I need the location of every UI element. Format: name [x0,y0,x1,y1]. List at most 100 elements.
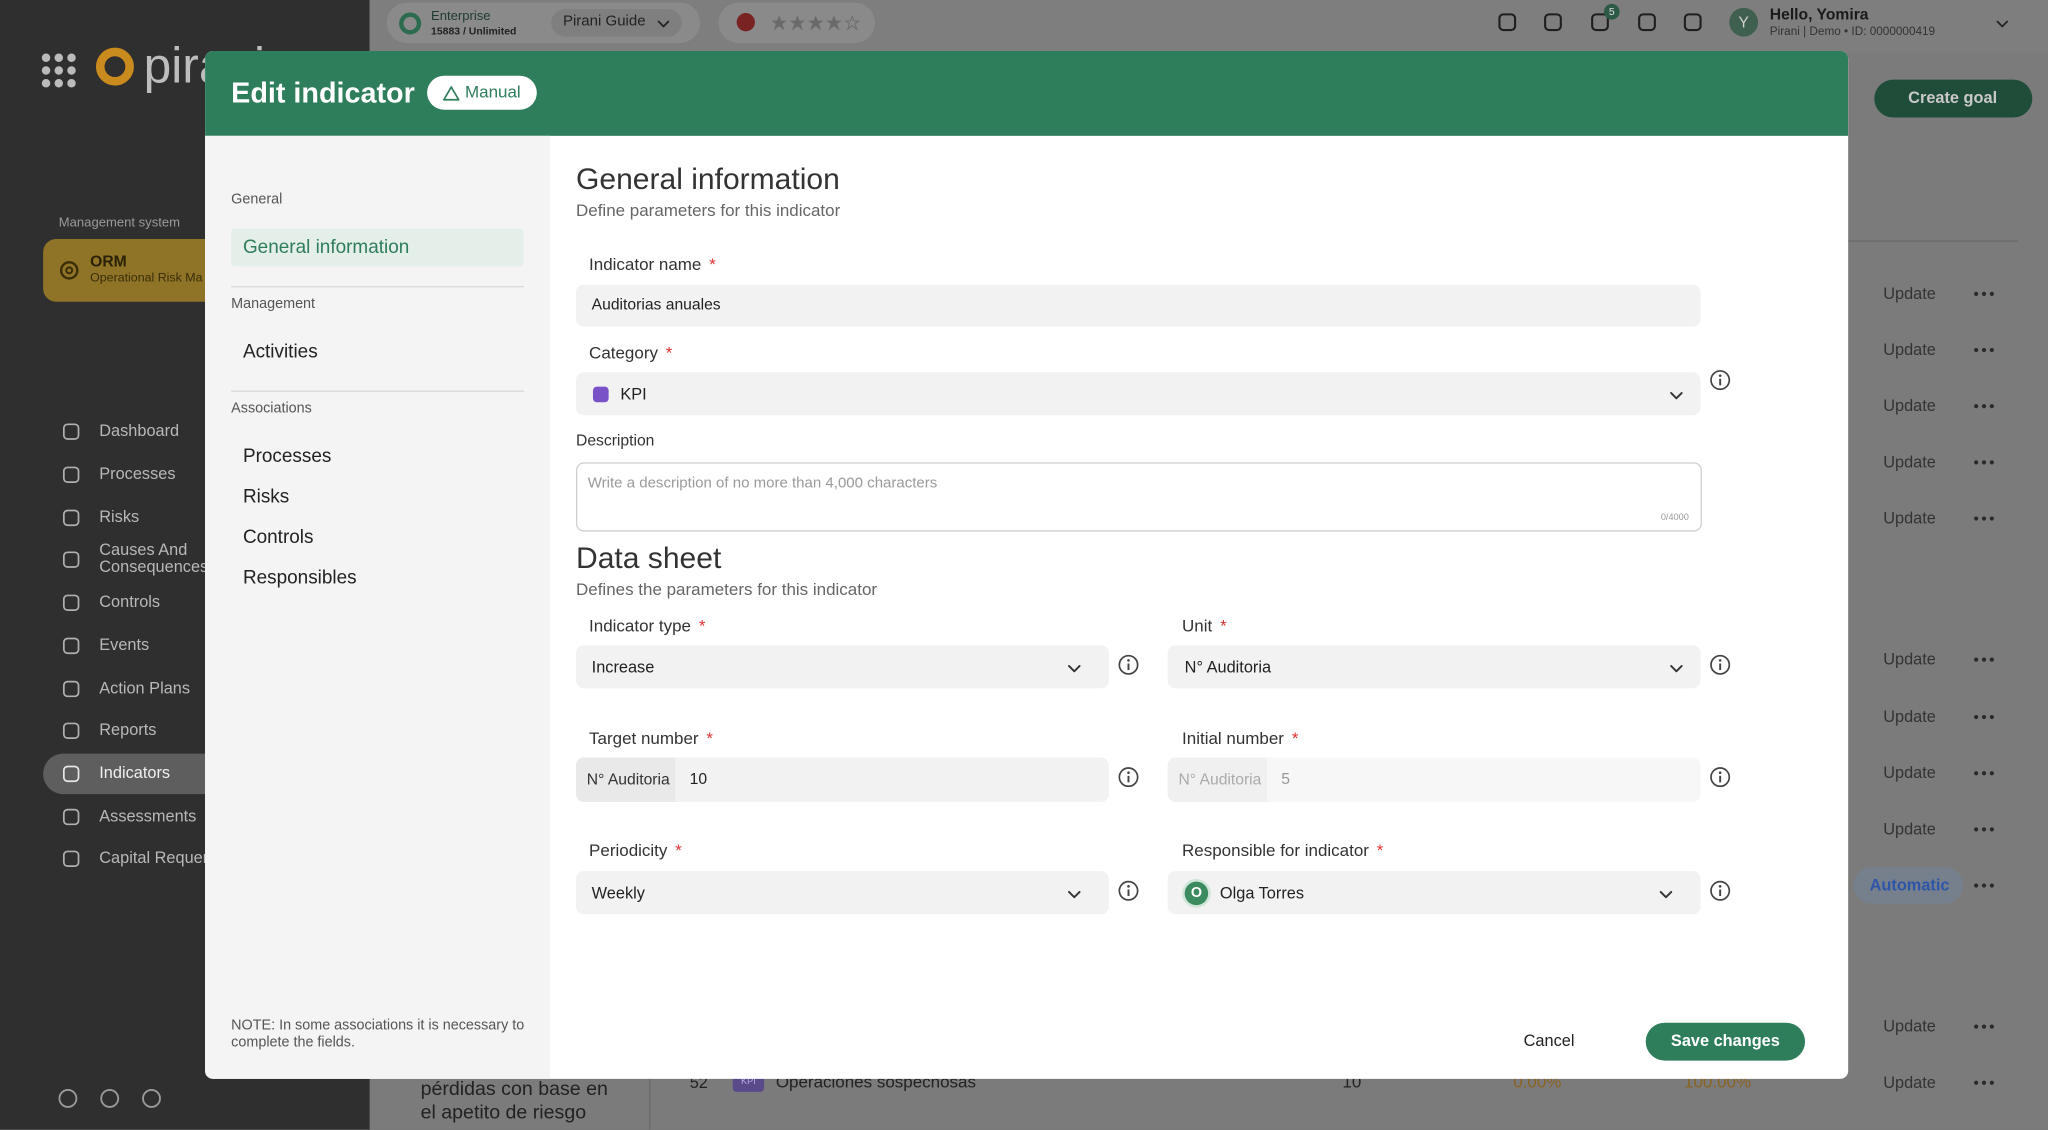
row-menu[interactable] [1974,452,1995,473]
save-label[interactable]: Save changes [1670,1031,1780,1050]
row-menu[interactable] [1974,1016,1995,1037]
info-icon[interactable] [1710,654,1731,675]
category-select[interactable] [575,372,1701,416]
row-menu[interactable] [1974,1072,1995,1093]
field-label: Periodicity [589,840,668,861]
info-icon[interactable] [1710,370,1731,391]
chevron[interactable] [1657,885,1674,902]
menu-item[interactable]: Action Plans [99,678,191,698]
toolbar-icon[interactable] [1682,12,1703,33]
row-menu[interactable] [1974,283,1995,304]
row-action[interactable]: Update [1883,650,1936,669]
footer-icon[interactable] [57,1088,78,1109]
description-textarea[interactable] [575,462,1702,532]
nav-item[interactable]: Processes [242,446,332,468]
name-input[interactable] [575,284,1701,327]
menu-item[interactable]: Risks [99,507,140,527]
menu-item[interactable]: Reports [99,720,157,740]
active-menu-item[interactable] [43,753,226,795]
menu-item[interactable]: Capital Requer [99,848,209,868]
row-action[interactable]: Update [1883,452,1936,472]
menu-item[interactable]: Causes And Consequences [99,540,209,576]
initial-prefix [1167,757,1267,802]
nav-item[interactable]: Controls [242,527,314,549]
type-select[interactable] [575,645,1109,689]
nav-item[interactable]: General information [242,237,410,259]
chevron[interactable] [1667,386,1684,403]
badge-text: Manual [464,81,521,102]
row-action[interactable]: Update [1883,819,1936,839]
placeholder: Write a description of no more than 4,00… [587,475,938,492]
divider [649,1057,651,1130]
responsible-select[interactable] [1167,871,1701,915]
row-menu[interactable] [1974,763,1995,784]
row-action[interactable]: Update [1883,396,1936,416]
menu-icon [62,808,79,825]
footer-icon[interactable] [141,1088,162,1109]
info-icon[interactable] [1118,767,1139,788]
menu-item[interactable]: Dashboard [99,421,180,440]
save-button[interactable] [1645,1022,1806,1061]
input-value: 5 [1281,769,1291,788]
nav-item[interactable]: Risks [242,486,290,508]
required-mark: * [675,840,682,861]
system-card[interactable] [43,239,226,302]
menu-item[interactable]: Assessments [99,806,197,826]
row-action[interactable]: Update [1883,707,1936,726]
menu-item[interactable]: Events [99,635,150,655]
row-action[interactable]: Update [1883,509,1936,528]
row-menu[interactable] [1974,508,1995,529]
row-menu[interactable] [1974,819,1995,840]
toolbar-icon[interactable] [1543,12,1564,33]
info-icon[interactable] [1118,880,1139,901]
section-subtitle: Defines the parameters for this indicato… [575,579,878,599]
create-goal[interactable]: Create goal [1908,88,1998,107]
info-icon[interactable] [1710,880,1731,901]
menu-item[interactable]: Indicators [99,763,171,783]
create-goal-button[interactable] [1874,79,2033,118]
apps-icon[interactable] [41,53,76,88]
chevron[interactable] [1667,659,1684,676]
row-action[interactable]: Update [1883,1073,1936,1092]
field-label: Description [575,431,655,450]
row-menu[interactable] [1974,396,1995,417]
menu-item[interactable]: Processes [99,464,176,484]
avatar-letter: O [1190,885,1202,901]
chevron[interactable] [1065,885,1082,902]
row-action[interactable]: Update [1883,340,1936,359]
row-text: el apetito de riesgo [420,1101,587,1124]
row-action[interactable]: Update [1883,284,1936,303]
input-prefix: N° Auditoria [586,770,670,789]
periodicity-select[interactable] [575,871,1109,915]
avatar[interactable] [1729,7,1759,37]
row-menu[interactable] [1974,707,1995,728]
field-label: Indicator name [589,254,702,274]
nav-selected[interactable] [231,228,524,267]
field-label: Responsible for indicator [1182,840,1369,861]
chevron[interactable] [1065,659,1082,676]
row-action[interactable]: Automatic [1869,876,1950,895]
info-icon[interactable] [1710,767,1731,788]
nav-item[interactable]: Responsibles [242,567,357,589]
unit-select[interactable] [1167,645,1701,689]
row-menu[interactable] [1974,875,1995,896]
nav-item[interactable]: Activities [242,341,318,363]
row-menu[interactable] [1974,649,1995,670]
footer-icon[interactable] [99,1088,120,1109]
cancel-button[interactable]: Cancel [1523,1031,1575,1050]
input-value: Auditorias anuales [591,295,721,314]
row-action[interactable]: Update [1883,763,1936,783]
row-menu[interactable] [1974,340,1995,361]
star [825,14,841,30]
info-icon[interactable] [1118,654,1139,675]
toolbar-icon[interactable] [1590,12,1611,33]
row-action[interactable]: Update [1883,1017,1936,1036]
menu-icon [62,680,79,697]
menu-item[interactable]: Controls [99,592,161,612]
toolbar-icon[interactable] [1637,12,1658,33]
toolbar-icon[interactable] [1497,12,1518,33]
required-mark: * [665,342,673,363]
guide[interactable]: Pirani Guide [562,13,646,30]
